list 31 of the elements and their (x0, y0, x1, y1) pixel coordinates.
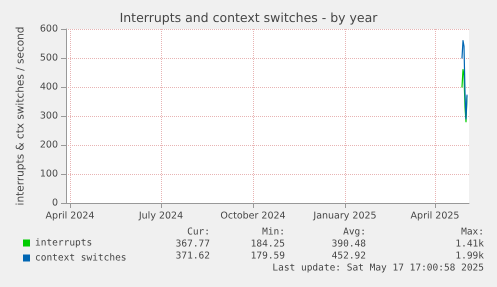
text: 184.25 (250, 238, 286, 250)
x-tick-label: January 2025 (312, 210, 377, 222)
x-tick-label: October 2024 (220, 210, 286, 222)
text: Min: (262, 226, 286, 238)
line-series (461, 40, 468, 120)
y-tick-label: 200 (40, 140, 58, 150)
x-tick-label: April 2024 (46, 210, 94, 222)
y-tick-label: 100 (40, 168, 58, 180)
y-tick-label: 400 (40, 82, 58, 92)
text: 1.41k (455, 238, 484, 250)
text: Last update: Sat May 17 17:00:58 2025 (272, 262, 484, 274)
y-tick-label: 600 (40, 24, 58, 34)
y-tick-label: 500 (40, 52, 58, 64)
text: Cur: (187, 226, 210, 238)
y-tick-label: 300 (40, 110, 58, 122)
text: 452.92 (332, 250, 366, 262)
text: Max: (461, 226, 484, 238)
legend-label: context switches (35, 252, 127, 264)
y-tick-label: 0 (52, 198, 58, 208)
text: 367.77 (176, 238, 210, 250)
text: 1.99k (455, 250, 484, 262)
x-tick-label: April 2025 (410, 210, 460, 222)
text: Avg: (343, 226, 366, 238)
legend-label: interrupts (35, 238, 92, 248)
line-series (461, 69, 468, 122)
text: 179.59 (250, 250, 286, 262)
text: 390.48 (332, 238, 366, 250)
y-axis-title: interrupts & ctx switches / second (14, 26, 26, 206)
x-tick-label: July 2024 (138, 210, 184, 222)
chart-title: Interrupts and context switches - by year (120, 10, 378, 25)
text: 371.62 (176, 250, 210, 262)
